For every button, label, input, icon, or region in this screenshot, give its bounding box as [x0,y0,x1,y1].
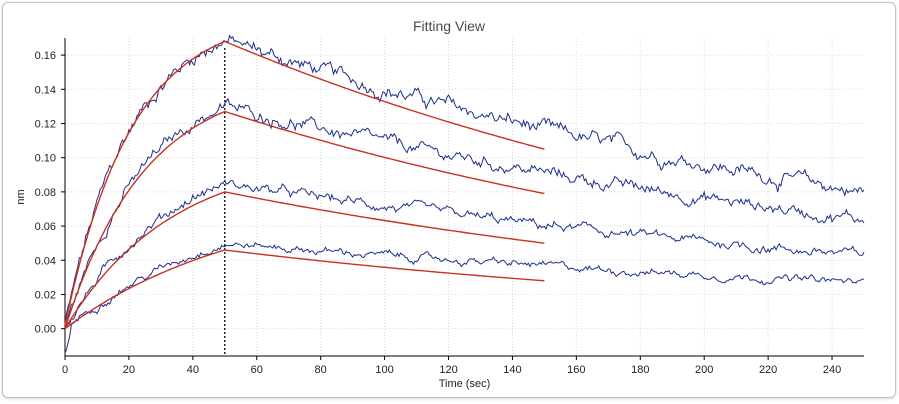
fit-curves [64,40,545,330]
x-tick-label: 240 [823,364,841,376]
x-tick-label: 180 [631,364,649,376]
grid-lines [64,38,864,356]
x-tick-label: 80 [315,364,327,376]
x-axis-label: Time (sec) [439,378,491,390]
data-traces [64,34,865,354]
x-tick-label: 140 [503,364,521,376]
y-tick-label: 0.10 [35,153,56,165]
x-tick-label: 0 [62,364,68,376]
y-tick-label: 0.14 [35,84,56,96]
fit-curve-3 [64,191,545,329]
data-trace-1 [64,34,865,325]
y-tick-label: 0.06 [35,221,56,233]
axes: 0 20 40 60 80 100 120 140 160 180 200 220 240 0.00 0.0… [35,38,864,376]
x-tick-label: 200 [695,364,713,376]
y-tick-label: 0.08 [35,187,56,199]
fit-curve-1 [64,40,545,326]
x-tick-label: 60 [251,364,263,376]
x-tick-label: 100 [375,364,393,376]
chart-title: Fitting View [412,18,486,34]
x-tick-label: 220 [759,364,777,376]
y-tick-label: 0.02 [35,289,56,301]
y-tick-label: 0.12 [35,118,56,130]
data-trace-2 [64,97,865,329]
data-trace-3 [64,179,865,329]
x-tick-label: 160 [567,364,585,376]
data-trace-4 [64,242,864,354]
x-tick-label: 40 [187,364,199,376]
y-tick-label: 0.16 [35,50,56,62]
y-tick-label: 0.00 [35,324,56,336]
y-axis-label: nm [15,189,27,204]
x-tick-label: 20 [123,364,135,376]
y-tick-label: 0.04 [35,255,56,267]
x-tick-label: 120 [439,364,457,376]
fit-curve-4 [64,249,545,330]
fit-curve-2 [64,110,545,329]
